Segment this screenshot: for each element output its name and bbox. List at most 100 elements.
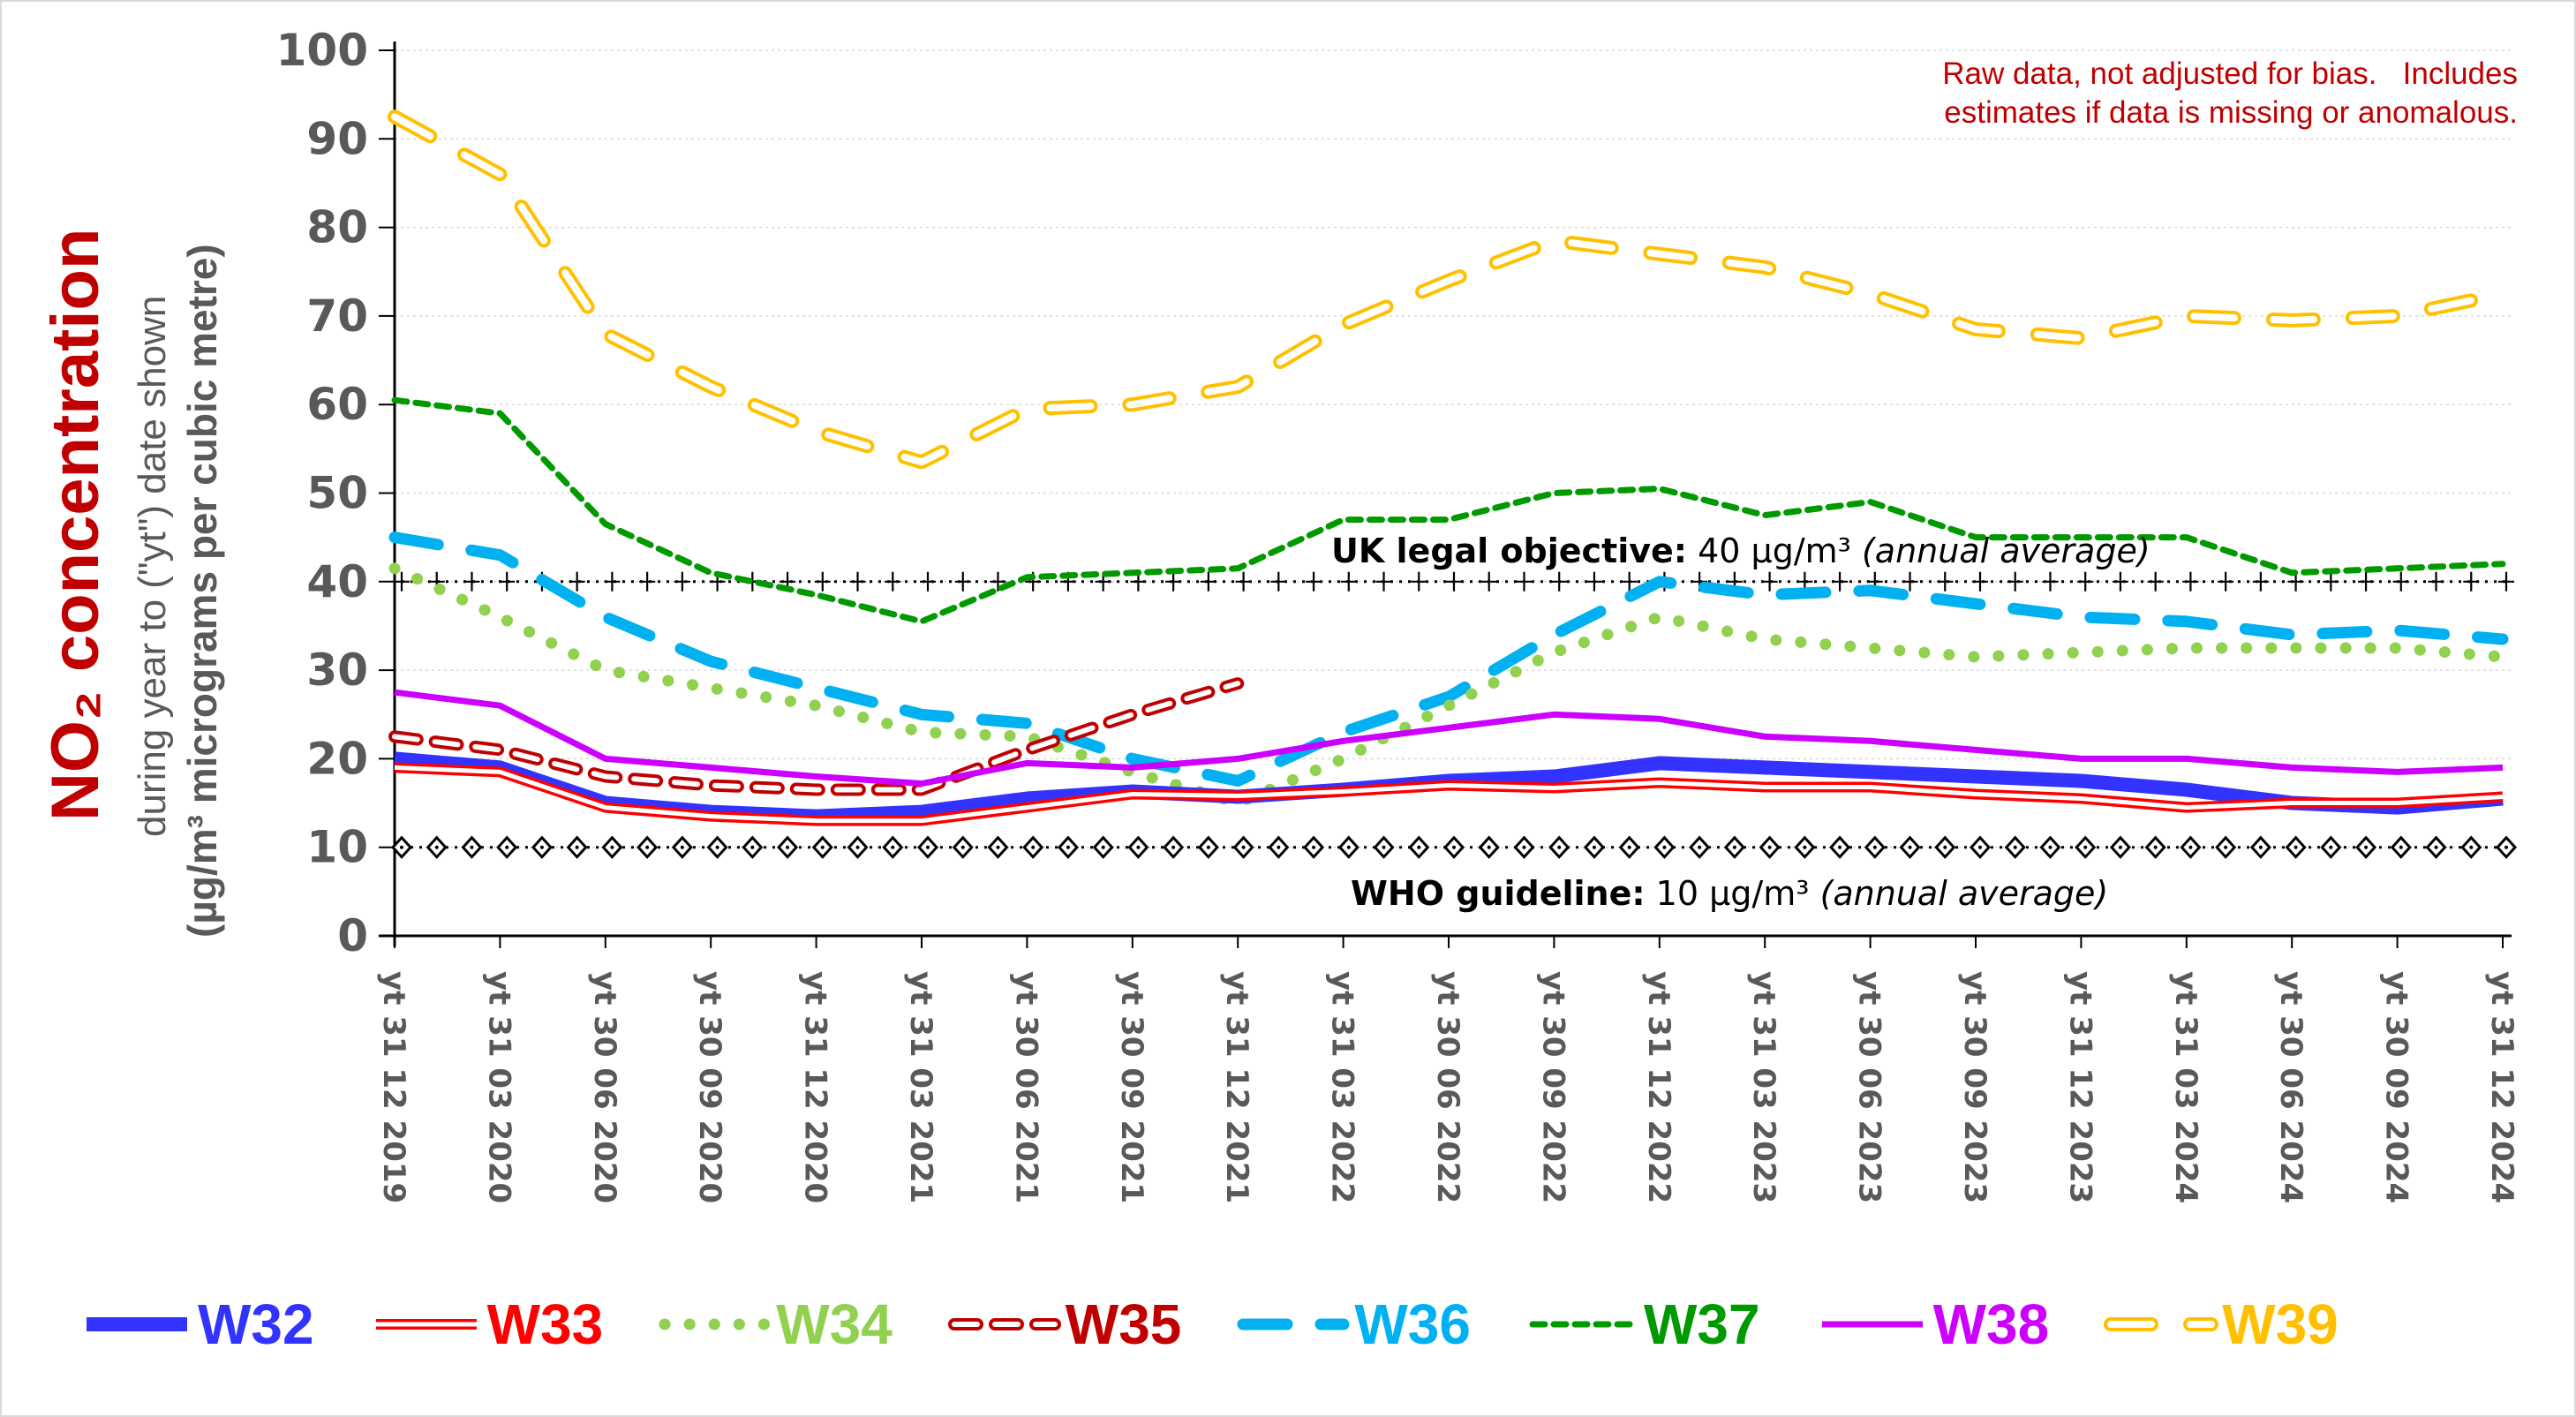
x-tick-label: yt 30 06 2023: [1852, 971, 1887, 1203]
diamond-dot: [891, 845, 895, 849]
legend-swatch: [659, 1318, 772, 1330]
diamond-dot: [1136, 845, 1141, 849]
diamond-dot: [750, 845, 755, 849]
series-line-w38: [394, 689, 2504, 787]
legend-swatch: [947, 1318, 1061, 1330]
plus-marker: [1551, 571, 1568, 592]
x-tick-label: yt 31 12 2024: [2484, 971, 2520, 1203]
diamond-dot: [960, 845, 965, 849]
x-tick-label: yt 30 09 2021: [1114, 971, 1149, 1203]
legend-item-w39: W39: [2104, 1292, 2339, 1357]
diamond-dot: [2083, 845, 2088, 849]
plus-marker: [604, 571, 621, 592]
plus-marker: [674, 571, 690, 592]
chart-annotation: Raw data, not adjusted for bias. Include…: [1942, 57, 2518, 130]
diamond-dot: [926, 845, 930, 849]
plus-marker: [1235, 571, 1252, 592]
plus-marker: [1621, 571, 1638, 592]
uk-legal-objective-label: UK legal objective: 40 µg/m³ (annual ave…: [1331, 531, 2150, 570]
x-tick-label: yt 30 06 2021: [1008, 971, 1043, 1203]
who-guideline-label: WHO guideline: 10 µg/m³ (annual average): [1351, 874, 2108, 913]
plus-marker: [990, 571, 1006, 592]
y-tick-label: 100: [276, 25, 368, 76]
legend-label: W35: [1065, 1293, 1182, 1356]
diamond-dot: [1592, 845, 1596, 849]
plus-marker: [499, 571, 516, 592]
diamond-dot: [2364, 845, 2369, 849]
ref-label-value: 10 µg/m³: [1655, 874, 1810, 913]
ref-label-italic: (annual average): [1819, 874, 2109, 913]
diamond-dot: [1557, 845, 1562, 849]
diamond-dot: [2469, 845, 2474, 849]
y-tick-label: 70: [306, 290, 368, 342]
plus-marker: [849, 571, 866, 592]
legend-label: W34: [776, 1293, 893, 1356]
plus-marker: [2218, 571, 2234, 592]
diamond-dot: [1698, 845, 1702, 849]
legend-label: W36: [1354, 1293, 1471, 1356]
diamond-dot: [1346, 845, 1351, 849]
y-tick-label: 20: [306, 733, 368, 784]
x-tick-label: yt 30 09 2022: [1535, 971, 1570, 1203]
x-tick-label: yt 31 12 2021: [1219, 971, 1254, 1203]
plus-marker: [1832, 571, 1849, 592]
plus-marker: [1761, 571, 1778, 592]
diamond-dot: [1803, 845, 1807, 849]
x-tick-label: yt 31 03 2024: [2168, 971, 2203, 1203]
diamond-dot: [1031, 845, 1036, 849]
diamond-dot: [539, 845, 544, 849]
legend-item-w38: W38: [1815, 1292, 2050, 1357]
x-tick-label: yt 31 03 2023: [1746, 971, 1781, 1203]
legend-label: W39: [2222, 1293, 2339, 1356]
diamond-dot: [400, 845, 403, 849]
legend-swatch: [87, 1317, 187, 1331]
y-axis-units: (µg/m³ micrograms per cubic metre): [179, 244, 225, 938]
y-tick-label: 0: [337, 910, 368, 961]
legend-item-w37: W37: [1525, 1292, 1760, 1357]
chart-legend: W32 W33 W34 W35 W36 W37 W38 W39: [79, 1289, 2551, 1360]
diamond-dot: [2399, 845, 2403, 849]
legend-item-w35: W35: [947, 1292, 1182, 1357]
y-axis: 0 10 20 30 40 50 60 70 80 90 100: [276, 25, 396, 961]
diamond-dot: [2434, 845, 2438, 849]
diamond-dot: [1627, 845, 1631, 849]
plus-marker: [1200, 571, 1216, 592]
diamond-dot: [786, 845, 790, 849]
x-tick-label: yt 31 03 2021: [903, 971, 938, 1203]
diamond-dot: [715, 845, 719, 849]
diamond-dot: [2118, 845, 2122, 849]
diamond-dot: [1908, 845, 1912, 849]
series-line-w37: [391, 396, 2506, 625]
series-line-w39: [391, 113, 2506, 466]
plus-marker: [2323, 571, 2339, 592]
legend-swatch: [1529, 1321, 1637, 1328]
series-line-w39: [388, 109, 2510, 470]
plus-marker: [569, 571, 585, 592]
plus-marker: [1902, 571, 1918, 592]
x-axis: yt 31 12 2019 yt 31 03 2020 yt 30 06 2020 y…: [376, 934, 2520, 1203]
ref-label-bold: UK legal objective:: [1331, 531, 1687, 570]
plus-marker: [1972, 571, 1988, 592]
diamond-dot: [1452, 845, 1456, 849]
diamond-dot: [1943, 845, 1947, 849]
plus-marker: [463, 571, 480, 592]
diamond-dot: [2294, 845, 2298, 849]
y-tick-label: 80: [306, 202, 368, 253]
plus-marker: [2392, 571, 2409, 592]
plus-marker: [1586, 571, 1602, 592]
plus-marker: [1516, 571, 1533, 592]
plus-marker: [2498, 571, 2514, 592]
diamond-dot: [1382, 845, 1386, 849]
x-tick-label: yt 31 12 2020: [798, 971, 833, 1203]
ref-label-bold: WHO guideline:: [1351, 874, 1646, 913]
legend-label: W38: [1932, 1293, 2050, 1356]
plus-marker: [1340, 571, 1357, 592]
diamond-dot: [1171, 845, 1176, 849]
plus-marker: [2147, 571, 2164, 592]
y-tick-label: 50: [306, 468, 368, 519]
y-tick-label: 40: [306, 556, 368, 607]
x-tick-label: yt 30 06 2020: [587, 971, 622, 1203]
diamond-dot: [1978, 845, 1982, 849]
plus-marker: [1270, 571, 1287, 592]
